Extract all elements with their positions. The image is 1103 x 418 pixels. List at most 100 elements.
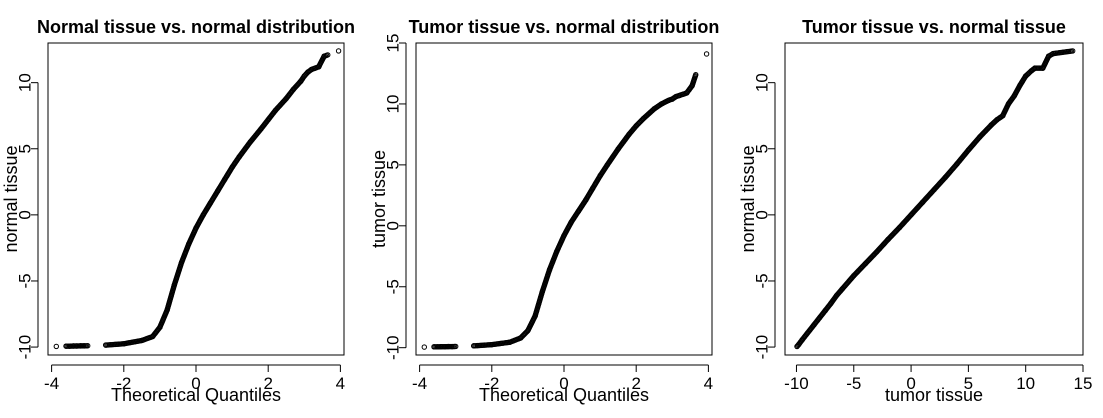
panel-1-x-tick-label: -4 — [44, 374, 59, 393]
panel-1-data-point — [53, 343, 60, 350]
panel-2-data-point — [590, 185, 596, 191]
panel-1-x-tick-label: 4 — [336, 374, 345, 393]
panel-2-data-point — [604, 162, 611, 168]
panel-2-y-tick-label: 5 — [384, 160, 403, 169]
panel-2-data-point — [658, 101, 665, 107]
panel-1-data-point — [200, 212, 206, 218]
panel-2-data-point — [684, 90, 690, 96]
panel-3-data-point — [994, 116, 1000, 123]
panel-3-title: Tumor tissue vs. normal tissue — [802, 17, 1066, 37]
panel-2-x-label: Theoretical Quantiles — [479, 385, 649, 405]
panel-2-data-point — [568, 219, 574, 225]
panel-1-data-point — [178, 259, 185, 266]
panel-1-data-point — [283, 95, 289, 102]
panel-1-title: Normal tissue vs. normal distribution — [37, 17, 355, 37]
panel-1-data-point — [66, 343, 73, 349]
panel-3-data-point — [828, 300, 834, 307]
panel-1-y-tick-label: -5 — [16, 273, 35, 288]
panel-2-data-point — [453, 343, 459, 350]
panel-3-data-point — [1028, 68, 1035, 74]
panel-2-data-point — [449, 343, 455, 350]
panel-3-data-point — [805, 329, 811, 336]
panel-3-data-point — [1005, 101, 1012, 107]
panel-1-y-tick-label: 10 — [16, 73, 35, 92]
panel-2-data-point — [651, 106, 657, 112]
panel-3-y-tick-label: 10 — [753, 73, 772, 92]
panel-3-data-point — [851, 272, 857, 279]
panel-3-data-point — [1040, 65, 1046, 71]
panel-2-data-point — [434, 344, 441, 350]
panel-1-data-point — [290, 86, 297, 92]
panel-3-x-tick-label: 5 — [964, 374, 973, 393]
panel-2-data-point — [532, 313, 538, 319]
panel-3-x-tick-label: 15 — [1074, 374, 1093, 393]
panel-2-data-point — [693, 71, 699, 78]
panel-1-y-tick-label: -10 — [16, 335, 35, 360]
panel-3-data-curve — [794, 48, 1075, 350]
panel-3-data-point — [1017, 82, 1023, 89]
panel-1-data-point — [316, 64, 322, 70]
panel-1-data-point — [247, 139, 253, 145]
panel-2-data-point — [517, 335, 524, 341]
panel-2-data-point — [546, 266, 553, 273]
panel-3-data-point — [833, 292, 840, 299]
panel-2-y-tick-label: -10 — [384, 335, 403, 360]
panel-3-data-point — [1032, 65, 1038, 71]
panel-1-y-tick-label: 5 — [16, 144, 35, 153]
panel-1-data-point — [77, 343, 84, 349]
panel-1-data-point — [335, 48, 342, 54]
panel-2-data-point — [669, 96, 675, 102]
panel-3-data-point — [988, 122, 995, 128]
panel-3-data-point — [1022, 73, 1029, 79]
panel-3-x-tick-label: -10 — [784, 374, 809, 393]
panel-1-data-point — [74, 343, 80, 349]
panel-1-x-tick-label: 0 — [191, 374, 200, 393]
panel-3-data-point — [873, 249, 880, 255]
panel-3-y-tick-label: -10 — [753, 335, 772, 360]
panel-1-data-point — [272, 107, 279, 114]
panel-3-data-point — [919, 199, 926, 206]
panel-2-x-tick-label: -4 — [412, 374, 427, 393]
panel-3-data-point — [1050, 50, 1056, 57]
panel-3-data-point — [1000, 113, 1006, 119]
panel-2-y-tick-label: -5 — [384, 279, 403, 294]
panel-3-data-point — [796, 341, 802, 348]
panel-2-data-point — [438, 344, 444, 350]
panel-2-plot-frame — [415, 42, 713, 356]
panel-3-data-point — [896, 224, 903, 231]
panel-3-y-tick-label: -5 — [753, 273, 772, 288]
panel-2-data-point — [554, 248, 560, 255]
panel-1-data-curve — [63, 52, 330, 349]
panel-2-x-tick-label: 0 — [559, 374, 568, 393]
panel-3-data-point — [942, 174, 949, 180]
panel-3-plot-frame — [784, 42, 1084, 356]
panel-2-data-point — [582, 197, 589, 203]
panel-1-data-point — [63, 343, 69, 349]
panel-2-data-point — [561, 232, 567, 239]
panel-3-data-point — [977, 134, 983, 140]
panel-1-y-tick-label: 0 — [16, 210, 35, 219]
panel-2-data-point — [489, 341, 495, 348]
panel-1-x-tick-label: -2 — [116, 374, 131, 393]
panel-1-x-tick-label: 2 — [263, 374, 272, 393]
panel-2-title: Tumor tissue vs. normal distribution — [409, 17, 720, 37]
panel-1-plot-frame — [47, 42, 345, 356]
panel-2-data-point — [703, 51, 710, 57]
panel-1-data-point — [103, 342, 109, 348]
panel-3-data-point — [1011, 93, 1017, 99]
panel-3-data-point — [1069, 48, 1076, 54]
panel-3: Tumor tissue vs. normal tissue -10 -5 0 5 10 1… — [738, 17, 1092, 405]
panel-1-data-point — [193, 225, 199, 231]
panel-3-data-point — [931, 187, 937, 193]
panel-1-data-point — [214, 188, 221, 194]
panel-1-data-point — [171, 282, 178, 288]
panel-3-data-point — [965, 147, 972, 153]
panel-3-y-tick-label: 5 — [753, 144, 772, 153]
panel-1-data-point — [81, 343, 87, 349]
panel-2-data-point — [525, 327, 531, 334]
panel-2-x-tick-label: 4 — [704, 374, 713, 393]
panel-1: Normal tissue vs. normal distribution-4-… — [1, 17, 355, 405]
panel-1-data-point — [207, 200, 214, 206]
panel-2-y-tick-label: 15 — [384, 34, 403, 53]
